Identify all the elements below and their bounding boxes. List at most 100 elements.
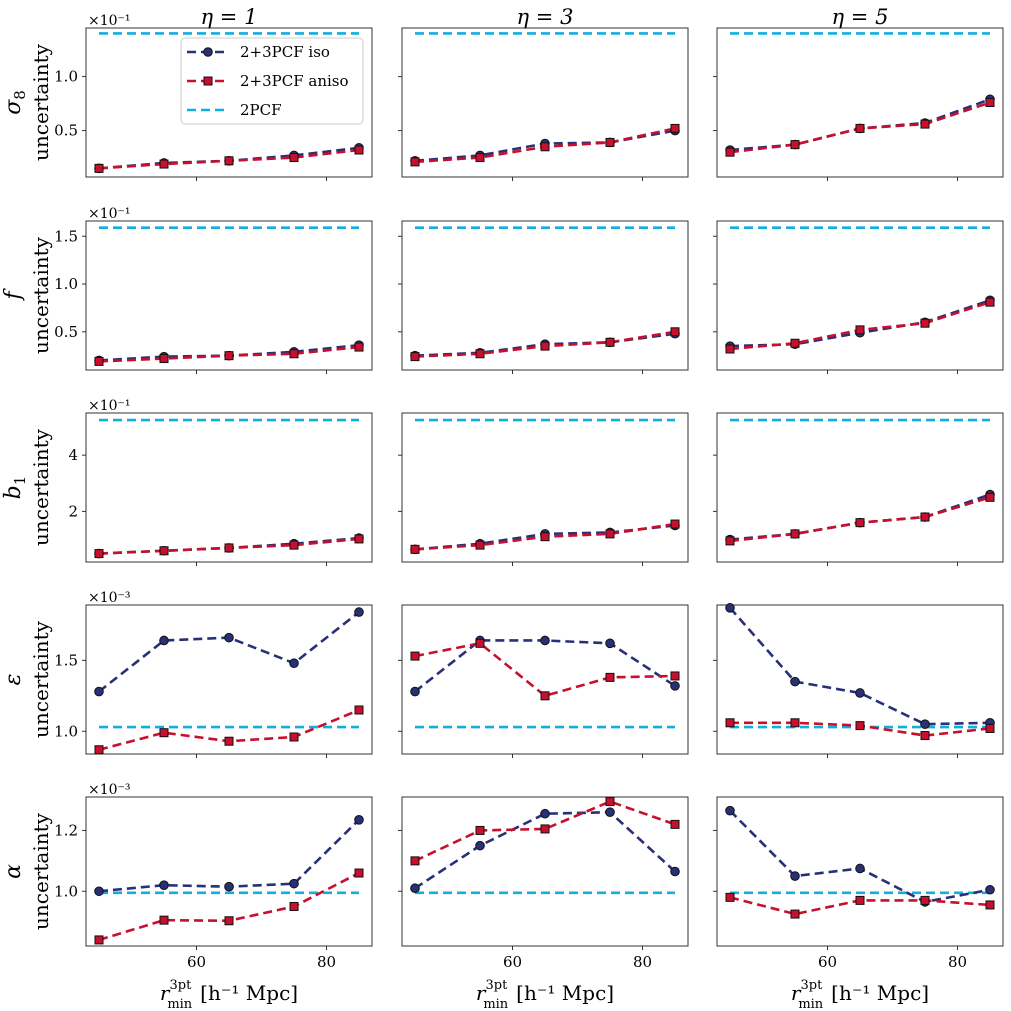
aniso-point — [670, 327, 680, 337]
iso-point — [354, 607, 364, 617]
aniso-point — [855, 325, 865, 335]
y-tick-label: 1.0 — [54, 68, 78, 86]
aniso-point — [670, 519, 680, 529]
aniso-point — [670, 123, 680, 133]
y-param-label: σ8 — [1, 90, 29, 115]
iso-point — [410, 686, 420, 697]
aniso-point — [289, 901, 299, 911]
iso-point — [354, 815, 364, 825]
legend-label: 2+3PCF iso — [240, 43, 330, 61]
y-tick-label: 0.5 — [54, 122, 78, 140]
aniso-point — [94, 549, 104, 559]
aniso-point — [410, 856, 420, 866]
legend-label: 2PCF — [240, 101, 282, 119]
iso-point — [159, 880, 169, 890]
series-iso-line — [729, 299, 991, 348]
iso-point — [670, 681, 680, 691]
aniso-point — [540, 824, 550, 834]
scale-label-3: ×10⁻³ — [88, 590, 131, 606]
y-tick-label: 1.5 — [54, 651, 78, 669]
x-axis-label-1: r3pt min [h⁻¹ Mpc] — [476, 978, 614, 1011]
aniso-point — [354, 705, 364, 715]
panel-4-0: 1.0 1.2 60 80 — [54, 796, 373, 971]
iso-point — [985, 884, 995, 895]
x-tick-label: 60 — [818, 953, 837, 971]
panel-3-2 — [713, 603, 1004, 758]
y-tick-label: 1.0 — [54, 882, 78, 900]
panel-frame — [716, 27, 1004, 178]
y-param-2: b1 — [1, 476, 29, 500]
col-title-0: η = 1 — [201, 5, 258, 29]
aniso-point — [605, 137, 615, 147]
aniso-point — [224, 736, 234, 746]
panel-frame — [401, 27, 689, 178]
x-tick-label: 80 — [317, 953, 336, 971]
aniso-point — [725, 892, 735, 902]
iso-point — [289, 658, 299, 668]
aniso-point — [289, 349, 299, 359]
aniso-point — [790, 909, 800, 919]
series-iso-line — [414, 810, 676, 890]
panel-frame — [401, 220, 689, 371]
aniso-point — [725, 147, 735, 157]
series-iso-line — [98, 818, 360, 893]
col-title-1: η = 3 — [517, 5, 574, 29]
aniso-point — [159, 728, 169, 738]
aniso-point — [725, 536, 735, 546]
iso-point — [790, 676, 800, 687]
y-param-label: b1 — [1, 476, 29, 500]
aniso-point — [475, 825, 485, 835]
y-unit-3: uncertainty — [29, 620, 53, 738]
iso-point — [475, 840, 485, 851]
y-unit-label: uncertainty — [29, 43, 53, 161]
iso-point — [94, 886, 104, 897]
aniso-point — [289, 153, 299, 163]
aniso-point — [790, 718, 800, 728]
iso-point — [605, 807, 615, 818]
aniso-point — [354, 145, 364, 155]
aniso-point — [855, 895, 865, 905]
iso-point — [94, 686, 104, 697]
aniso-point — [410, 157, 420, 167]
x-axis-label-2: r3pt min [h⁻¹ Mpc] — [791, 978, 929, 1011]
aniso-point — [920, 512, 930, 522]
y-unit-0: uncertainty — [29, 43, 53, 161]
series-aniso-line — [414, 800, 676, 863]
aniso-point — [605, 529, 615, 539]
y-param-0: σ8 — [1, 90, 29, 115]
panel-2-1 — [398, 412, 689, 566]
iso-point — [725, 603, 735, 613]
y-param-label: α — [1, 864, 26, 879]
aniso-point — [224, 916, 234, 926]
y-unit-2: uncertainty — [29, 428, 53, 546]
aniso-point — [670, 819, 680, 829]
aniso-point — [790, 529, 800, 539]
aniso-point — [540, 142, 550, 152]
aniso-point — [475, 153, 485, 163]
iso-point — [224, 881, 234, 892]
aniso-point — [790, 338, 800, 348]
aniso-point — [540, 532, 550, 542]
aniso-point — [410, 544, 420, 554]
aniso-point — [605, 337, 615, 347]
aniso-point — [790, 140, 800, 150]
aniso-point — [605, 672, 615, 682]
aniso-point — [159, 159, 169, 169]
aniso-point — [354, 342, 364, 352]
y-tick-label: 1.2 — [54, 821, 78, 839]
iso-point — [410, 883, 420, 894]
aniso-point — [410, 651, 420, 661]
y-tick-label: 0.5 — [54, 323, 78, 341]
legend-label: 2+3PCF aniso — [240, 72, 349, 90]
aniso-point — [410, 352, 420, 362]
panel-frame — [85, 412, 373, 563]
aniso-point — [289, 540, 299, 550]
aniso-point — [985, 900, 995, 910]
aniso-point — [354, 868, 364, 878]
y-unit-label: uncertainty — [29, 236, 53, 354]
legend-box — [180, 37, 364, 125]
iso-point — [159, 635, 169, 646]
y-unit-1: uncertainty — [29, 236, 53, 354]
aniso-point — [94, 163, 104, 173]
panel-2-0: 24 — [68, 412, 373, 566]
